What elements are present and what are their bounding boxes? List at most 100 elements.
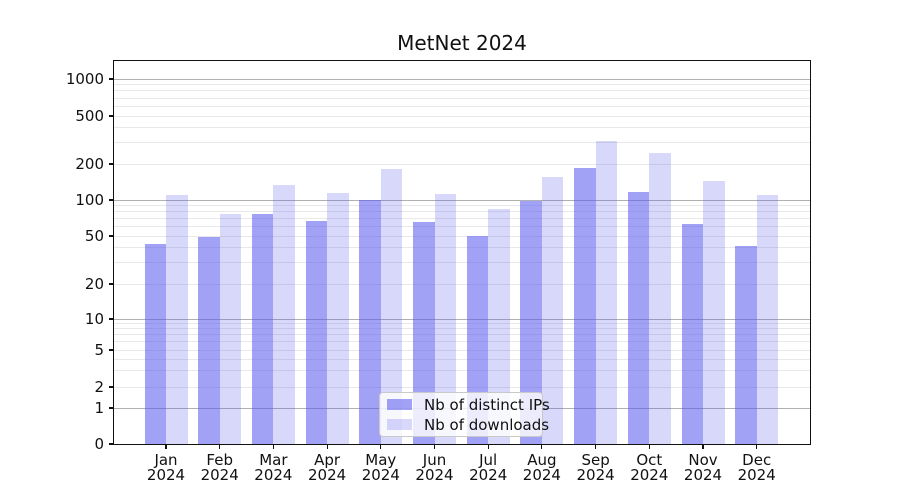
y-tick-label: 1000 [65,70,104,88]
y-tick-label: 5 [94,341,104,359]
minor-gridline [114,115,810,117]
y-tick-mark [109,235,114,237]
y-tick-mark [109,199,114,201]
minor-gridline [114,358,810,360]
bar-distinct-ips [251,213,274,444]
minor-gridline [114,226,810,228]
legend-item: Nb of downloads [387,417,549,433]
x-tick-mark [326,444,328,449]
bar-distinct-ips [627,191,650,444]
legend-label: Nb of distinct IPs [424,395,550,414]
x-tick-mark [595,444,597,449]
y-tick-label: 1 [94,399,104,417]
y-tick-mark [109,318,114,320]
minor-gridline [114,204,810,206]
minor-gridline [114,370,810,372]
bar-distinct-ips [359,200,381,444]
x-tick-mark [433,444,436,449]
y-tick-mark [109,407,114,409]
minor-gridline [114,105,810,107]
major-gridline [114,78,810,80]
x-tick-mark [702,444,704,449]
legend-label: Nb of downloads [424,415,550,434]
minor-gridline [114,247,810,249]
x-tick-label-month: Oct [636,451,663,469]
minor-gridline [114,283,810,285]
y-tick-label: 50 [84,227,104,245]
x-tick-label-year: 2024 [308,466,347,484]
minor-gridline [114,90,810,92]
minor-gridline [114,341,810,343]
x-tick-label-year: 2024 [683,466,723,484]
x-tick-label-month: Apr [314,451,341,469]
minor-gridline [114,235,810,237]
bar-downloads [434,194,456,444]
x-tick-label: Nov 2024 [667,453,739,483]
x-tick-mark [541,444,543,449]
minor-gridline [114,127,810,129]
x-tick-mark [380,444,382,449]
bar-distinct-ips [198,237,220,444]
x-tick-label: Dec 2024 [721,453,793,483]
minor-gridline [114,334,810,336]
bar-downloads [327,193,349,444]
bar-downloads [541,176,564,444]
bar-downloads [166,195,188,444]
legend-swatch-downloads-icon [387,419,412,430]
x-tick-label-year: 2024 [576,466,615,484]
chart-title: MetNet 2024 [397,31,527,55]
x-tick-label: Aug 2024 [506,453,578,483]
y-tick-mark [109,386,114,388]
x-tick-label: Jan 2024 [130,453,202,483]
x-tick-label: Sep 2024 [560,453,632,483]
y-tick-mark [109,78,114,80]
x-tick-label-month: Dec [742,451,772,469]
y-tick-label: 10 [84,310,104,328]
legend-item: Nb of distinct IPs [387,397,550,413]
y-tick-label: 100 [75,191,104,209]
x-tick-label-year: 2024 [469,466,508,484]
x-tick-mark [648,444,650,449]
minor-gridline [114,211,810,213]
x-tick-label: Jul 2024 [452,453,524,483]
minor-gridline [114,386,810,388]
y-tick-label: 200 [75,155,104,173]
x-tick-mark [165,444,167,449]
major-gridline [114,318,810,320]
bar-distinct-ips [413,222,435,444]
x-tick-mark [487,444,489,449]
x-tick-label: Feb 2024 [184,453,256,483]
y-tick-mark [109,283,114,285]
minor-gridline [114,349,810,351]
x-tick-label-year: 2024 [254,466,293,484]
y-tick-label: 500 [75,107,104,125]
x-tick-mark [272,444,274,449]
x-tick-mark [219,444,221,449]
minor-gridline [114,218,810,220]
bar-downloads [756,195,779,444]
x-tick-label-month: Jan [154,451,178,469]
x-tick-label-year: 2024 [522,466,561,484]
minor-gridline [114,97,810,99]
y-tick-mark [109,163,114,165]
bar-distinct-ips [681,223,703,444]
x-tick-label-month: Jun [422,451,447,469]
minor-gridline [114,328,810,330]
minor-gridline [114,142,810,144]
minor-gridline [114,262,810,264]
y-tick-label: 20 [84,275,104,293]
x-tick-label-year: 2024 [361,466,400,484]
x-tick-label-year: 2024 [146,466,186,484]
bar-distinct-ips [520,200,542,444]
y-tick-label: 0 [94,435,104,453]
bar-distinct-ips [574,168,596,444]
x-tick-label: Oct 2024 [613,453,685,483]
x-tick-label-month: Jul [479,451,498,469]
x-tick-label-month: Aug [527,451,557,469]
x-tick-label: Apr 2024 [291,453,363,483]
x-tick-mark [756,444,758,449]
bar-downloads [380,168,403,444]
bar-distinct-ips [735,246,757,444]
x-tick-label-month: May [365,451,397,469]
bar-downloads [273,184,295,444]
